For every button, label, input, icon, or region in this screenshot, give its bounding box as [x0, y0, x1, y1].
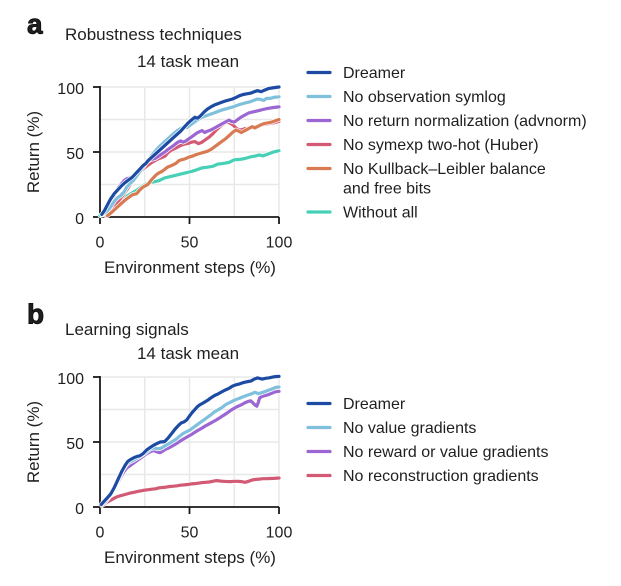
- svg-text:No value gradients: No value gradients: [343, 420, 476, 437]
- svg-text:Return (%): Return (%): [24, 111, 43, 193]
- svg-text:Learning signals: Learning signals: [65, 320, 189, 339]
- svg-text:100: 100: [266, 525, 293, 542]
- svg-text:Environment steps (%): Environment steps (%): [104, 258, 276, 277]
- svg-text:50: 50: [66, 146, 84, 163]
- svg-text:50: 50: [181, 235, 199, 252]
- svg-text:No reward or value gradients: No reward or value gradients: [343, 444, 548, 461]
- svg-text:50: 50: [66, 436, 84, 453]
- svg-text:a: a: [27, 9, 43, 40]
- svg-text:0: 0: [75, 211, 84, 228]
- svg-text:Environment steps (%): Environment steps (%): [104, 548, 276, 567]
- svg-text:No observation symlog: No observation symlog: [343, 89, 506, 106]
- svg-text:0: 0: [96, 235, 105, 252]
- svg-text:100: 100: [266, 235, 293, 252]
- svg-text:0: 0: [96, 525, 105, 542]
- svg-text:100: 100: [57, 371, 84, 388]
- svg-text:and free bits: and free bits: [343, 181, 431, 198]
- svg-text:0: 0: [75, 501, 84, 518]
- svg-text:b: b: [27, 299, 44, 330]
- svg-text:Without all: Without all: [343, 205, 418, 222]
- svg-text:14 task mean: 14 task mean: [137, 344, 239, 363]
- svg-text:100: 100: [57, 81, 84, 98]
- svg-text:No symexp two-hot (Huber): No symexp two-hot (Huber): [343, 137, 539, 154]
- svg-text:14 task mean: 14 task mean: [137, 52, 239, 71]
- svg-text:Robustness techniques: Robustness techniques: [65, 25, 242, 44]
- svg-text:50: 50: [181, 525, 199, 542]
- svg-text:No Kullback–Leibler balance: No Kullback–Leibler balance: [343, 161, 546, 178]
- svg-text:No return normalization (advno: No return normalization (advnorm): [343, 113, 587, 130]
- svg-text:No reconstruction gradients: No reconstruction gradients: [343, 468, 539, 485]
- svg-text:Return (%): Return (%): [24, 401, 43, 483]
- svg-text:Dreamer: Dreamer: [343, 396, 406, 413]
- svg-text:Dreamer: Dreamer: [343, 65, 406, 82]
